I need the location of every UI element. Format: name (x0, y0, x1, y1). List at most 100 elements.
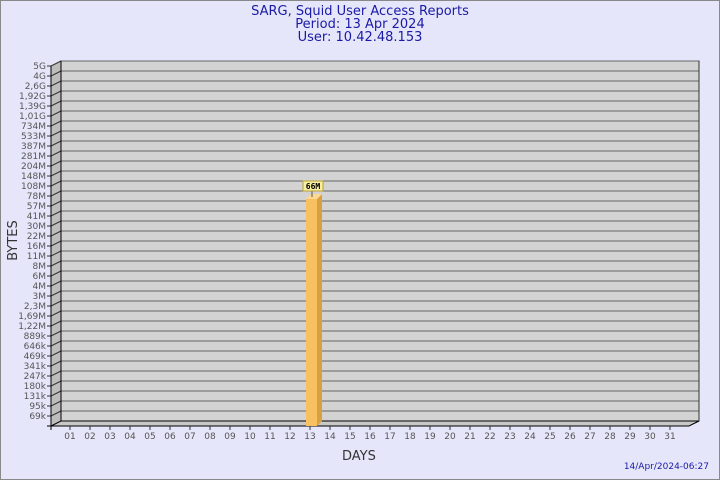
gridline-side (50, 200, 62, 207)
y-tick-label: 16M (27, 242, 46, 252)
bar-day-13 (306, 199, 317, 426)
gridline-side (50, 280, 62, 287)
y-tick-label: 646k (24, 342, 47, 352)
y-tick-label: 2,6G (25, 82, 46, 92)
y-tick-label: 131k (24, 392, 47, 402)
gridline-side (50, 160, 62, 167)
y-tick-label: 41M (27, 212, 46, 222)
y-tick-label: 180k (24, 382, 47, 392)
y-tick-label: 247k (24, 372, 47, 382)
y-tick-label: 341k (24, 362, 47, 372)
gridline-side (50, 380, 62, 387)
gridline-side (50, 140, 62, 147)
y-tick-label: 3M (33, 292, 47, 302)
gridline-side (50, 190, 62, 197)
y-tick-label: 4M (33, 282, 47, 292)
floor (50, 420, 700, 427)
gridline-side (50, 400, 62, 407)
y-tick-label: 8M (33, 262, 47, 272)
gridline-side (50, 350, 62, 357)
x-tick-label: 02 (84, 432, 95, 442)
x-tick-label: 22 (484, 432, 495, 442)
gridline-side (50, 260, 62, 267)
chart-title: SARG, Squid User Access Reports (251, 4, 469, 19)
y-tick-label: 1,22M (18, 322, 46, 332)
x-tick-label: 08 (204, 432, 216, 442)
y-tick-label: 69k (29, 412, 46, 422)
gridline-side (50, 360, 62, 367)
timestamp: 14/Apr/2024-06:27 (623, 462, 709, 472)
y-tick-label: 387M (21, 142, 46, 152)
y-tick-label: 469k (24, 352, 47, 362)
gridline-side (50, 240, 62, 247)
chart-user: User: 10.42.48.153 (297, 30, 423, 45)
gridline-side (50, 270, 62, 277)
y-tick-label: 281M (21, 152, 46, 162)
x-tick-label: 26 (564, 432, 576, 442)
y-tick-label: 148M (21, 172, 46, 182)
gridline-side (50, 100, 62, 107)
gridline-side (50, 80, 62, 87)
gridline-side (50, 130, 62, 137)
y-tick-label: 6M (33, 272, 47, 282)
x-tick-label: 05 (144, 432, 155, 442)
x-tick-label: 06 (164, 432, 176, 442)
y-tick-label: 57M (27, 202, 46, 212)
x-tick-label: 31 (664, 432, 675, 442)
x-tick-label: 29 (624, 432, 636, 442)
x-tick-label: 19 (424, 432, 436, 442)
x-tick-label: 20 (444, 432, 456, 442)
gridline-side (50, 180, 62, 187)
x-tick-label: 17 (384, 432, 395, 442)
data-label-box (302, 180, 324, 192)
y-tick-label: 5G (33, 62, 46, 72)
data-label: 66M (306, 182, 321, 191)
x-tick-label: 23 (504, 432, 515, 442)
gridline-side (50, 150, 62, 157)
gridline-side (50, 290, 62, 297)
y-tick-label: 22M (27, 232, 46, 242)
gridline-side (50, 320, 62, 327)
gridline-side (50, 120, 62, 127)
bar-top (306, 194, 322, 199)
y-axis-label: BYTES (5, 220, 21, 261)
y-tick-label: 1,92G (19, 92, 46, 102)
x-tick-label: 21 (464, 432, 475, 442)
x-tick-label: 24 (524, 432, 536, 442)
x-tick-label: 04 (124, 432, 136, 442)
y-tick-label: 11M (27, 252, 46, 262)
gridline-side (50, 410, 62, 417)
gridline-side (50, 390, 62, 397)
y-tick-label: 889k (24, 332, 47, 342)
y-tick-label: 204M (21, 162, 46, 172)
x-tick-label: 13 (304, 432, 315, 442)
x-tick-label: 12 (284, 432, 295, 442)
x-tick-label: 30 (644, 432, 656, 442)
x-axis-label: DAYS (342, 449, 376, 464)
x-tick-label: 01 (64, 432, 75, 442)
x-tick-label: 14 (324, 432, 336, 442)
x-tick-label: 18 (404, 432, 416, 442)
gridline-side (50, 330, 62, 337)
y-tick-label: 4G (33, 72, 46, 82)
chart-period: Period: 13 Apr 2024 (295, 17, 425, 32)
x-tick-label: 16 (364, 432, 376, 442)
gridline-side (50, 210, 62, 217)
gridline-side (50, 310, 62, 317)
gridline-side (50, 250, 62, 257)
gridline-side (50, 300, 62, 307)
x-tick-label: 03 (104, 432, 115, 442)
bar-side (317, 194, 322, 426)
y-tick-label: 78M (27, 192, 46, 202)
gridline-side (50, 370, 62, 377)
gridline-side (50, 70, 62, 77)
y-tick-label: 30M (27, 222, 46, 232)
gridline-side (50, 110, 62, 117)
x-tick-label: 25 (544, 432, 555, 442)
y-tick-label: 2,3M (24, 302, 46, 312)
y-tick-label: 1,69M (18, 312, 46, 322)
x-tick-label: 10 (244, 432, 256, 442)
x-tick-label: 07 (184, 432, 195, 442)
